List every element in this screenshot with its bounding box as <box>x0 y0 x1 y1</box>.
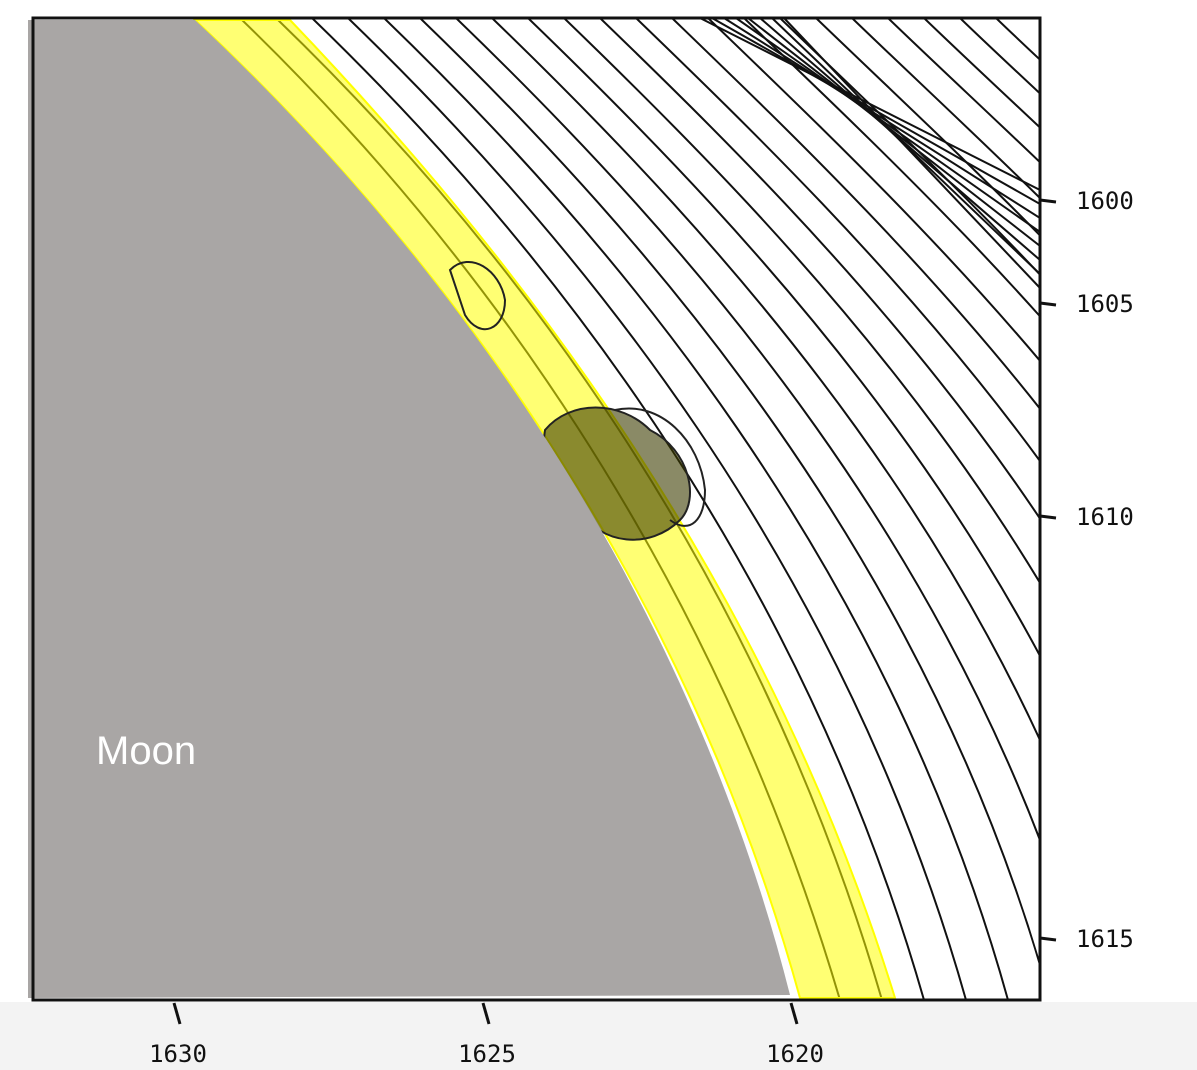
tick-mark <box>1040 516 1056 518</box>
tick-label: 1610 <box>1076 503 1134 531</box>
contour-line <box>888 18 1197 1000</box>
moon-label: Moon <box>96 729 196 773</box>
tick-mark <box>1040 303 1056 305</box>
tick-label: 1620 <box>766 1040 824 1068</box>
contour-line <box>852 18 1197 1000</box>
contour-line <box>712 18 1040 204</box>
tick-label: 1625 <box>458 1040 516 1068</box>
tick-label: 1615 <box>1076 925 1134 953</box>
tick-label: 1630 <box>149 1040 207 1068</box>
contour-line <box>700 18 1040 190</box>
tick-label: 1605 <box>1076 290 1134 318</box>
tick-mark <box>1040 938 1056 940</box>
tick-label: 1600 <box>1076 187 1134 215</box>
page: {"moon_label": "Moon", "right_ticks": ["… <box>0 0 1197 1070</box>
contour-line <box>924 18 1197 1000</box>
diagram: Moon 1600 1605 1610 1615 1630 1625 1620 <box>0 0 1197 1070</box>
tick-mark <box>1040 200 1056 202</box>
